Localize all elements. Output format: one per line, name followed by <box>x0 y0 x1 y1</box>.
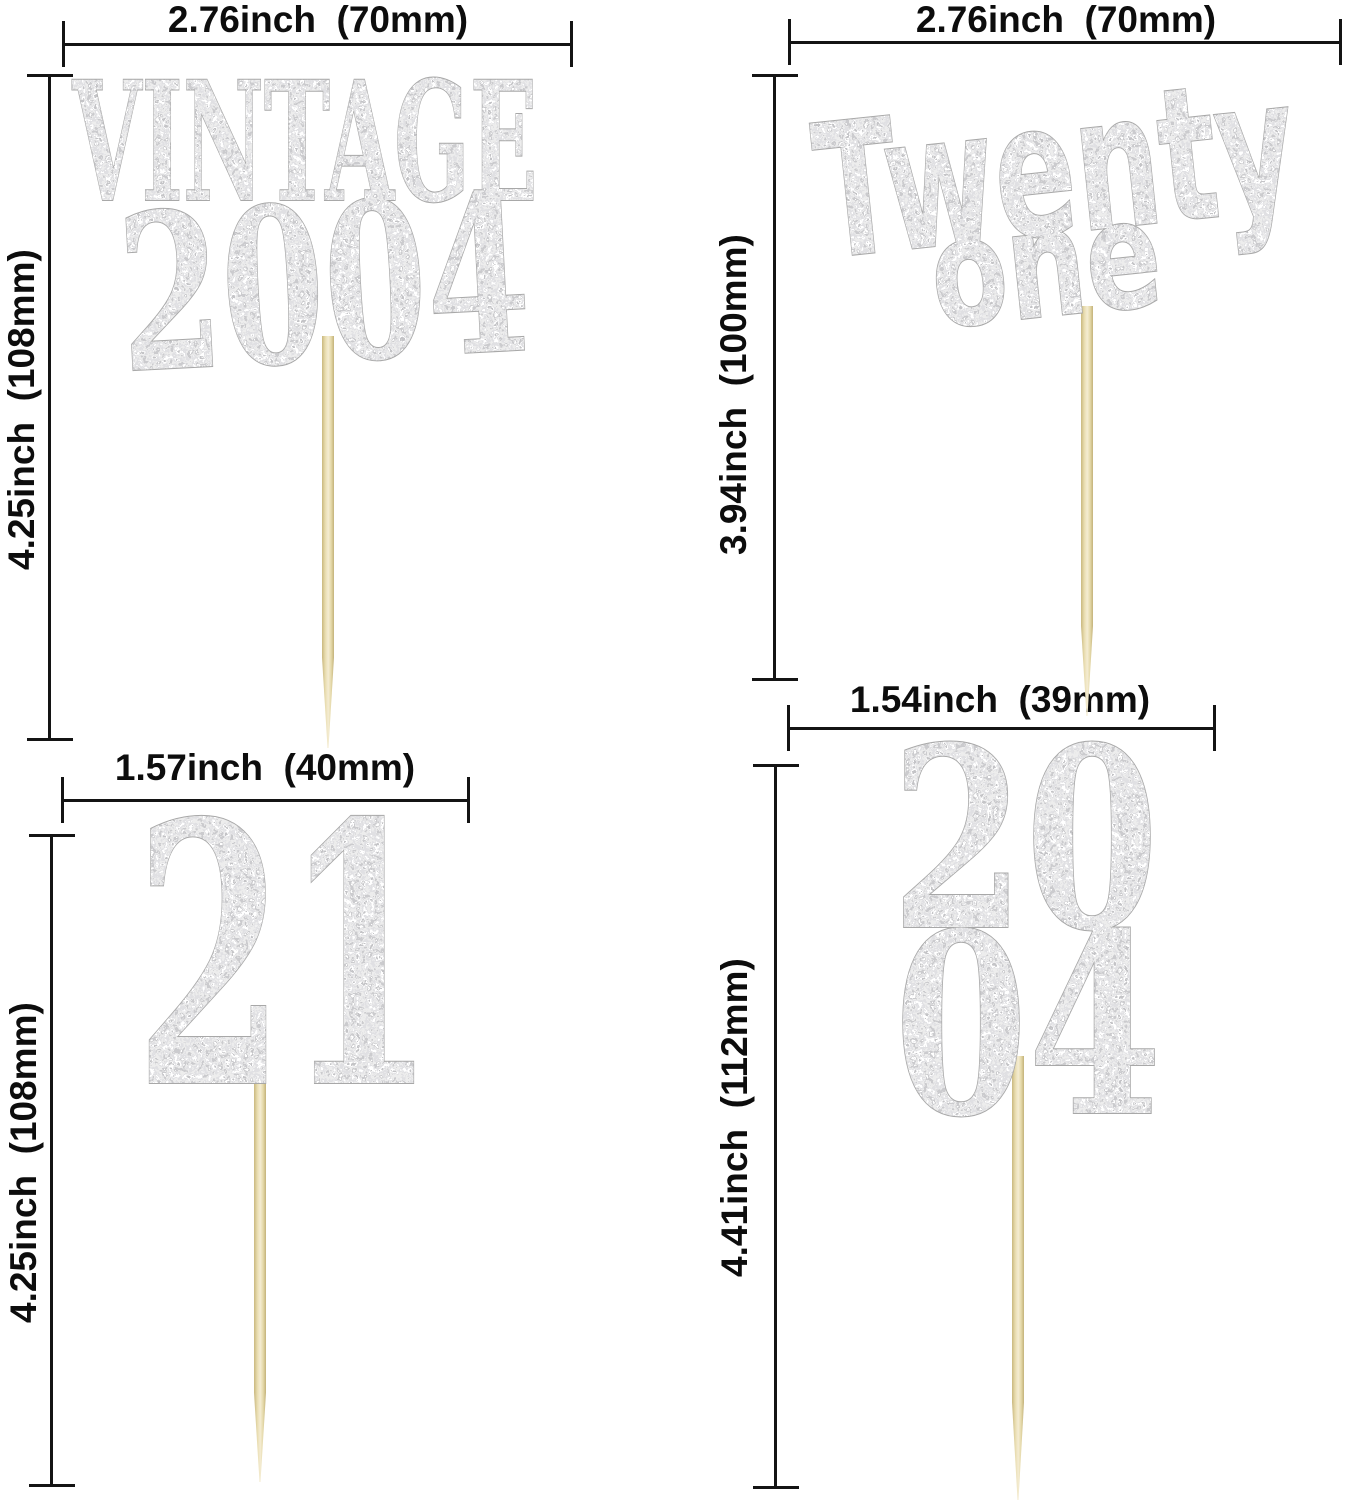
topper-text: one <box>922 167 1169 364</box>
toothpick-21 <box>254 1076 266 1482</box>
height-label-2004: 4.41inch (112mm) <box>714 958 755 1277</box>
width-dim-line-vintage-2004 <box>63 43 573 46</box>
dim-tick <box>752 678 798 681</box>
topper-text: 21 <box>135 805 435 1100</box>
dim-tick <box>1339 19 1342 65</box>
width-dim-line-2004 <box>788 727 1215 730</box>
topper-text: VINTAGE <box>72 62 538 239</box>
topper-text: VINTAGE <box>72 62 538 239</box>
topper-text: 04 <box>894 878 1162 1128</box>
topper-text: 20 <box>891 738 1159 986</box>
dim-tick <box>27 738 73 741</box>
dim-tick <box>62 21 65 67</box>
topper-text: 2004 <box>113 147 536 402</box>
topper-text: Twenty <box>805 48 1305 302</box>
topper-text: 21 <box>135 805 435 1100</box>
width-dim-line-21 <box>62 799 469 802</box>
dim-tick <box>753 1486 799 1489</box>
dim-tick <box>787 705 790 751</box>
dim-tick <box>27 74 73 77</box>
dim-tick <box>29 1484 75 1487</box>
topper-twenty-one: Twenty one Twenty one <box>804 48 1306 365</box>
height-dim-line-twenty-one <box>773 76 776 680</box>
topper-text: one <box>922 167 1169 364</box>
topper-2004: 20 04 20 04 <box>890 738 1163 1128</box>
width-dim-line-twenty-one <box>789 41 1341 44</box>
height-dim-line-21 <box>50 836 53 1486</box>
dim-tick <box>753 764 799 767</box>
dim-tick <box>752 74 798 77</box>
height-dim-line-2004 <box>774 766 777 1488</box>
height-dim-line-vintage-2004 <box>48 76 51 740</box>
topper-vintage-2004: VINTAGE 2004 VINTAGE 2004 <box>71 62 539 402</box>
topper-21: 21 21 <box>134 805 436 1100</box>
height-label-twenty-one: 3.94inch (100mm) <box>713 234 754 556</box>
topper-text: 20 <box>891 738 1159 986</box>
topper-text: 2004 <box>113 147 536 402</box>
toothpick-twenty-one <box>1081 306 1093 716</box>
toothpick-vintage-2004 <box>322 336 334 748</box>
toothpick-2004 <box>1012 1056 1024 1500</box>
height-label-vintage-2004: 4.25inch (108mm) <box>1 249 42 571</box>
dim-tick <box>61 777 64 823</box>
width-label-21: 1.57inch (40mm) <box>114 747 416 788</box>
dim-tick <box>29 834 75 837</box>
topper-text: Twenty <box>805 48 1305 302</box>
dim-tick <box>467 777 470 823</box>
height-label-21: 4.25inch (108mm) <box>3 1002 44 1323</box>
width-label-2004: 1.54inch (39mm) <box>849 679 1151 720</box>
dim-tick <box>788 19 791 65</box>
width-label-vintage-2004: 2.76inch (70mm) <box>167 0 469 40</box>
topper-text: 04 <box>894 878 1162 1128</box>
width-label-twenty-one: 2.76inch (70mm) <box>915 0 1217 40</box>
dim-tick <box>1213 705 1216 751</box>
dim-tick <box>570 21 573 67</box>
